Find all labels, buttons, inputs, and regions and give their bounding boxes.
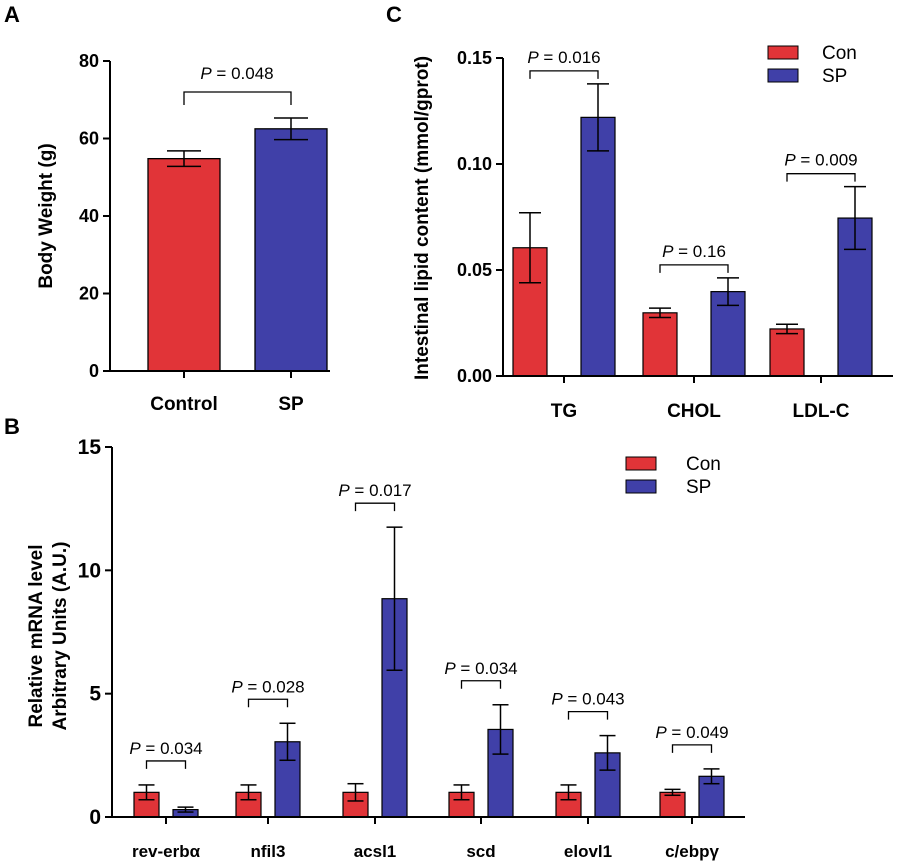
panel-c-p-value-1: P = 0.16 xyxy=(662,242,726,261)
panel-b-x-tick-label: acsl1 xyxy=(354,842,397,861)
panel-letter-b: B xyxy=(4,414,20,439)
panel-c-legend-sp-swatch xyxy=(767,68,799,83)
panel-c-ylabel: Intestinal lipid content (mmol/gprot) xyxy=(412,56,433,380)
panel-c-significance-bracket-0 xyxy=(529,70,599,79)
panel-a-y-tick-label: 0 xyxy=(89,361,99,381)
panel-b-significance: P = 0.034 P = 0.028 P = 0.017 P = 0.034 P = … xyxy=(129,481,729,769)
panel-b-legend-con-swatch xyxy=(625,456,657,471)
panel-b-significance-bracket-2 xyxy=(354,502,396,512)
panel-a-y-tick-label: 40 xyxy=(79,206,99,226)
panel-b-p-value-4: P = 0.043 xyxy=(551,690,624,709)
panel-a-bar-control xyxy=(147,157,221,372)
panel-b-y-tick-label: 15 xyxy=(78,436,102,459)
panel-b-ylabel-line1: Relative mRNA level xyxy=(26,544,47,727)
panel-b-p-value-0: P = 0.034 xyxy=(129,739,202,758)
panel-a-significance: P = 0.048 xyxy=(183,64,292,105)
panel-b-ylabel-line2: Arbitrary Units (A.U.) xyxy=(50,542,71,731)
panel-b-bar-sp-2 xyxy=(381,598,408,818)
panel-a-significance-bracket xyxy=(183,91,292,105)
panel-a-p-value: P = 0.048 xyxy=(200,64,273,83)
panel-b-chart: Relative mRNA level Arbitrary Units (A.U… xyxy=(26,436,745,861)
panel-a-y-tick-label: 80 xyxy=(79,51,99,71)
panel-b-legend: Con SP xyxy=(625,454,721,498)
panel-c-y-tick-label: 0.00 xyxy=(457,366,492,386)
panel-c-p-value-0: P = 0.016 xyxy=(527,48,600,67)
panel-b-p-value-2: P = 0.017 xyxy=(338,481,411,500)
panel-c-legend-con-swatch xyxy=(767,45,799,60)
panel-c-legend-sp-label: SP xyxy=(822,66,847,87)
panel-c-x-axis: TG CHOL LDL-C xyxy=(503,375,893,422)
panel-c-significance-bracket-1 xyxy=(659,264,729,273)
panel-b-x-tick-label: c/ebpγ xyxy=(665,842,719,861)
panel-b-x-tick-label: rev-erbα xyxy=(132,842,201,861)
panel-a-chart: Body Weight (g) 0 20 40 60 80 Control SP P = … xyxy=(36,51,330,415)
panel-c-bar-con-1 xyxy=(642,312,678,377)
panel-a-bars xyxy=(147,117,328,372)
panel-a-y-tick-label: 60 xyxy=(79,129,99,149)
panel-c-y-tick-label: 0.15 xyxy=(457,48,492,68)
panel-c-x-tick-label: LDL-C xyxy=(793,401,850,422)
panel-b-legend-sp-swatch xyxy=(625,479,657,494)
panel-b-y-axis: 0 5 10 15 xyxy=(78,436,113,829)
panel-c-y-tick-label: 0.05 xyxy=(457,260,492,280)
panel-c-bars xyxy=(512,83,873,377)
panel-c-y-axis: 0.00 0.05 0.10 0.15 xyxy=(457,48,504,386)
panel-c-x-tick-label: CHOL xyxy=(667,401,721,422)
panel-c-x-tick-label: TG xyxy=(551,401,577,422)
panel-b-x-tick-label: scd xyxy=(466,842,495,861)
panel-c-y-tick-label: 0.10 xyxy=(457,154,492,174)
panel-b-legend-con-label: Con xyxy=(686,454,721,475)
panel-a-bar-sp xyxy=(254,128,328,372)
panel-b-significance-bracket-0 xyxy=(145,760,187,769)
panel-a-y-tick-label: 20 xyxy=(79,284,99,304)
panel-b-bars xyxy=(133,526,725,818)
panel-b-significance-bracket-5 xyxy=(671,744,713,753)
panel-b-y-tick-label: 0 xyxy=(89,806,101,829)
panel-a-ylabel: Body Weight (g) xyxy=(36,143,57,288)
panel-letter-a: A xyxy=(4,2,20,27)
panel-b-x-tick-label: elovl1 xyxy=(564,842,612,861)
panel-c-significance-bracket-2 xyxy=(786,173,856,182)
panel-c-significance: P = 0.016 P = 0.16 P = 0.009 xyxy=(527,48,858,273)
panel-letter-c: C xyxy=(386,2,402,27)
panel-a-x-tick-label: SP xyxy=(278,394,304,415)
panel-b-p-value-1: P = 0.028 xyxy=(231,677,304,696)
panel-a-x-axis: Control SP xyxy=(110,370,330,415)
panel-b-significance-bracket-3 xyxy=(460,680,502,689)
panel-c-bar-sp-0 xyxy=(580,116,616,377)
panel-c-legend-con-label: Con xyxy=(822,43,857,64)
panel-c-bar-con-2 xyxy=(769,328,805,377)
panel-b-legend-sp-label: SP xyxy=(686,477,711,498)
panel-b-y-tick-label: 10 xyxy=(78,559,101,582)
panel-b-significance-bracket-4 xyxy=(567,710,609,720)
panel-a-y-axis: 0 20 40 60 80 xyxy=(79,51,111,381)
panel-b-x-tick-label: nfil3 xyxy=(251,842,286,861)
panel-b-p-value-3: P = 0.034 xyxy=(444,659,517,678)
panel-a-x-tick-label: Control xyxy=(150,394,218,415)
panel-b-significance-bracket-1 xyxy=(247,698,289,708)
panel-c-legend: Con SP xyxy=(767,43,857,87)
panel-c-p-value-2: P = 0.009 xyxy=(784,151,857,170)
panel-b-x-axis: rev-erbα nfil3 acsl1 scd elovl1 c/ebpγ xyxy=(112,816,745,861)
panel-b-y-tick-label: 5 xyxy=(89,683,101,706)
panel-b-p-value-5: P = 0.049 xyxy=(655,723,728,742)
panel-c-chart: Intestinal lipid content (mmol/gprot) 0.… xyxy=(412,43,893,422)
